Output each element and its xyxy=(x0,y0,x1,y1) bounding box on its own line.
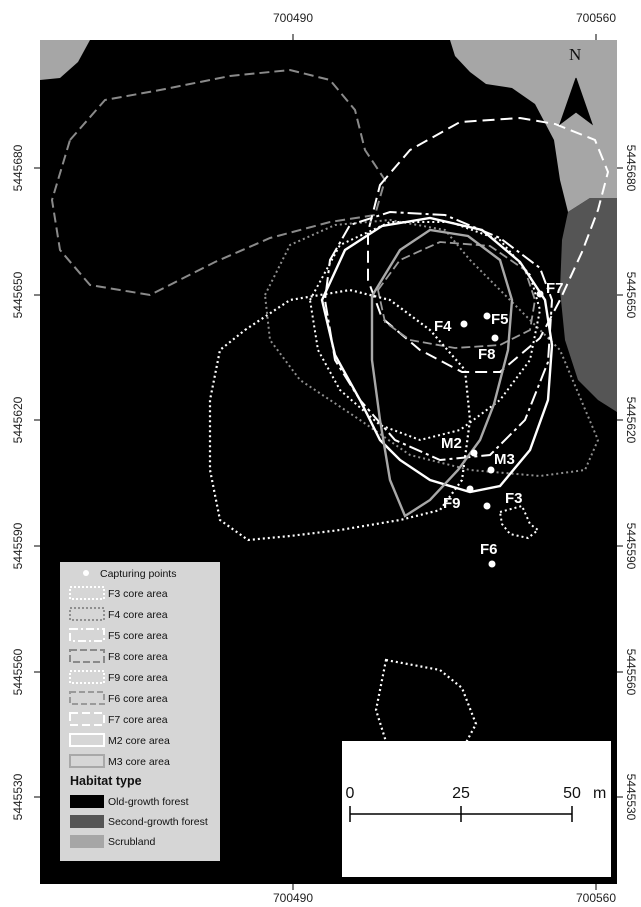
legend-m2-label: M2 core area xyxy=(108,735,170,747)
north-arrow: N xyxy=(558,45,594,126)
f5-core-area xyxy=(323,210,554,462)
scale-bar-box xyxy=(342,741,611,877)
legend-f8-symbol xyxy=(69,649,105,663)
m2-core-area xyxy=(320,216,554,494)
legend-habitat-title: Habitat type xyxy=(70,774,142,788)
legend-f7-label: F7 core area xyxy=(108,714,168,726)
label-f4: F4 xyxy=(434,318,452,335)
label-f8: F8 xyxy=(478,346,496,363)
bottom-tick-label-2: 700560 xyxy=(576,891,616,905)
north-arrow-right-half xyxy=(575,77,594,126)
right-tick-label-2: 5445650 xyxy=(624,272,638,319)
legend-f5-symbol xyxy=(69,628,105,642)
legend-f4-label: F4 core area xyxy=(108,609,168,621)
scrubland-patch-top-left xyxy=(40,40,90,80)
point-f6 xyxy=(488,560,496,568)
left-tick-label-5: 5445560 xyxy=(11,648,25,695)
f4-core-area xyxy=(263,218,600,478)
frame-ticks xyxy=(34,34,623,890)
legend-scrubland-label: Scrubland xyxy=(108,836,155,848)
point-f5 xyxy=(483,312,491,320)
right-tick-label-3: 5445620 xyxy=(624,397,638,444)
legend-box xyxy=(60,562,220,861)
top-tick-label-1: 700490 xyxy=(273,11,313,25)
legend-m2-symbol xyxy=(69,733,105,747)
scale-label-50: 50 xyxy=(563,785,581,802)
left-tick-label-1: 5445680 xyxy=(11,144,25,191)
label-m2: M2 xyxy=(441,435,462,452)
right-tick-label-5: 5445560 xyxy=(624,649,638,696)
left-tick-label-2: 5445650 xyxy=(11,271,25,318)
scale-unit: m xyxy=(593,785,606,802)
right-tick-label-1: 5445680 xyxy=(624,145,638,192)
left-tick-label-4: 5445590 xyxy=(11,522,25,569)
legend-scrubland-swatch xyxy=(70,835,104,848)
point-m3 xyxy=(487,466,495,474)
legend-f6-label: F6 core area xyxy=(108,693,168,705)
label-m3: M3 xyxy=(494,451,515,468)
legend-f8-label: F8 core area xyxy=(108,651,168,663)
scale-label-25: 25 xyxy=(452,785,470,802)
legend-f3-symbol xyxy=(69,586,105,600)
bottom-tick-label-1: 700490 xyxy=(273,891,313,905)
legend-old-growth-label: Old-growth forest xyxy=(108,796,189,808)
legend-capture-point-symbol xyxy=(83,570,89,576)
left-tick-label-3: 5445620 xyxy=(11,396,25,443)
scale-label-0: 0 xyxy=(346,785,355,802)
right-tick-label-6: 5445530 xyxy=(624,774,638,821)
legend-m3-label: M3 core area xyxy=(108,756,170,768)
legend-old-growth-swatch xyxy=(70,795,104,808)
point-f9 xyxy=(466,485,474,493)
f3-core-area-small xyxy=(498,504,540,540)
legend-f7-symbol xyxy=(69,712,105,726)
capturing-points xyxy=(460,290,544,568)
legend-f5-label: F5 core area xyxy=(108,630,168,642)
legend-f4-symbol xyxy=(69,607,105,621)
label-f9: F9 xyxy=(443,495,461,512)
legend-f6-symbol xyxy=(69,691,105,705)
legend-second-growth-label: Second-growth forest xyxy=(108,816,208,828)
top-tick-label-2: 700560 xyxy=(576,11,616,25)
point-f8 xyxy=(491,334,499,342)
scale-bar: 0 25 50 m xyxy=(342,741,611,877)
legend-f9-label: F9 core area xyxy=(108,672,168,684)
legend-m3-symbol xyxy=(69,754,105,768)
point-f3 xyxy=(483,502,491,510)
legend-capture-points-label: Capturing points xyxy=(100,568,176,580)
label-f6: F6 xyxy=(480,541,498,558)
label-f7: F7 xyxy=(546,280,564,297)
legend-f9-symbol xyxy=(69,670,105,684)
label-f5: F5 xyxy=(491,311,509,328)
point-f7 xyxy=(536,290,544,298)
right-tick-label-4: 5445590 xyxy=(624,523,638,570)
second-growth-patch xyxy=(560,198,617,412)
point-m2 xyxy=(470,449,478,457)
point-labels: F4 F5 F8 F7 M2 M3 F9 F3 F6 xyxy=(434,280,564,558)
legend: Capturing points F3 core area F4 core ar… xyxy=(60,562,220,861)
label-f3: F3 xyxy=(505,490,523,507)
left-tick-label-6: 5445530 xyxy=(11,773,25,820)
f8-core-area xyxy=(50,68,387,297)
legend-second-growth-swatch xyxy=(70,815,104,828)
point-f4 xyxy=(460,320,468,328)
f6-core-area xyxy=(377,241,536,349)
m3-core-area xyxy=(370,228,514,518)
north-label: N xyxy=(569,45,581,64)
f7-core-area xyxy=(367,116,610,373)
legend-f3-label: F3 core area xyxy=(108,588,168,600)
